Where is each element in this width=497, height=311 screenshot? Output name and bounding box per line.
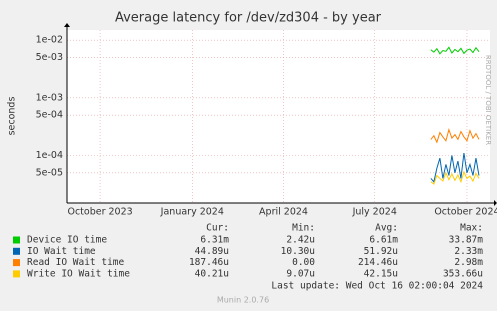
y-tick-label: 1e-02: [36, 35, 63, 46]
legend-swatch: [13, 270, 20, 278]
legend-header: Cur:: [206, 223, 229, 234]
legend-stat: 44.89u: [195, 246, 229, 257]
legend-stat: 33.87m: [449, 235, 484, 246]
series-line: [430, 170, 480, 185]
legend-header: Min:: [292, 223, 315, 234]
legend-header: Avg:: [375, 223, 398, 234]
x-axis-arrow: [494, 200, 497, 206]
y-tick-label: 5e-04: [36, 110, 63, 121]
legend-stat: 9.07u: [286, 268, 315, 279]
legend-stat: 40.21u: [195, 268, 229, 279]
chart-title: Average latency for /dev/zd304 - by year: [115, 11, 382, 26]
legend-stat: 353.66u: [443, 268, 483, 279]
legend-stat: 10.30u: [281, 246, 315, 257]
y-axis-label: seconds: [7, 97, 18, 136]
series-line: [430, 128, 480, 144]
legend-label: Device IO time: [27, 235, 107, 246]
legend-stat: 6.61m: [369, 235, 398, 246]
x-tick-label: July 2024: [352, 207, 397, 218]
x-tick-label: January 2024: [160, 207, 224, 218]
legend-label: IO Wait time: [27, 246, 96, 257]
legend-stat: 2.98m: [454, 257, 483, 268]
legend-swatch: [13, 247, 20, 255]
y-tick-label: 5e-03: [36, 52, 63, 63]
x-tick-label: April 2024: [259, 207, 308, 218]
legend-label: Read IO Wait time: [27, 257, 125, 268]
y-axis-arrow: [64, 23, 70, 27]
series-line: [430, 46, 480, 55]
legend-stat: 2.42u: [286, 235, 315, 246]
y-tick-label: 5e-05: [36, 167, 63, 178]
legend-stat: 51.92u: [364, 246, 398, 257]
legend-stat: 6.31m: [200, 235, 229, 246]
legend-stat: 214.46u: [358, 257, 398, 268]
x-tick-label: October 2024: [434, 207, 497, 218]
legend-stat: 0.00: [292, 257, 315, 268]
y-tick-label: 1e-03: [36, 92, 63, 103]
legend-label: Write IO Wait time: [27, 268, 130, 279]
footer: Munin 2.0.76: [217, 296, 269, 305]
plot-area: [67, 30, 490, 203]
x-tick-label: October 2023: [67, 207, 132, 218]
legend: Last update: Wed Oct 16 02:00:04 2024 Cu…: [13, 223, 483, 292]
legend-stat: 42.15u: [364, 268, 398, 279]
last-update: Last update: Wed Oct 16 02:00:04 2024: [271, 281, 483, 292]
legend-header: Max:: [460, 223, 483, 234]
legend-stat: 2.33m: [454, 246, 483, 257]
grid: 1e-02 5e-03 1e-03 5e-04 1e-04 5e-05 October 20…: [36, 30, 497, 218]
y-tick-label: 1e-04: [36, 150, 63, 161]
legend-swatch: [13, 236, 20, 244]
lines: [430, 46, 480, 185]
legend-stat: 187.46u: [189, 257, 229, 268]
watermark: RRDTOOL / TOBI OETIKER: [484, 55, 492, 145]
series-line: [430, 153, 480, 183]
legend-swatch: [13, 259, 20, 267]
